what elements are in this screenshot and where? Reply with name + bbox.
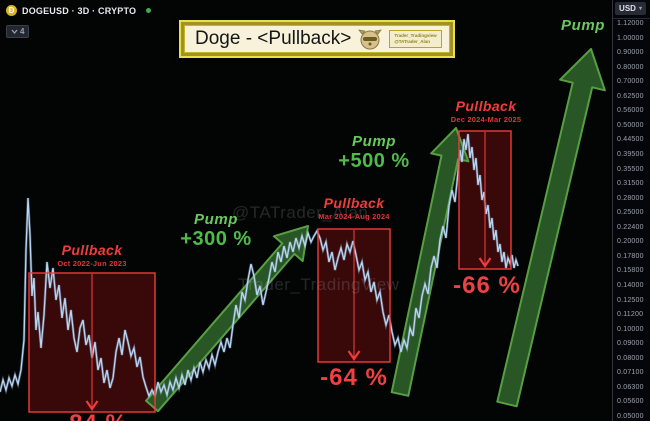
dog-logo-icon bbox=[358, 29, 383, 50]
pullback-annotation: Pullback Dec 2024-Mar 2025 bbox=[451, 98, 522, 124]
pump-arrow bbox=[496, 48, 606, 408]
pump-label: Pump bbox=[560, 17, 606, 34]
price-tick: 0.10000 bbox=[617, 325, 644, 333]
arrow-down-icon bbox=[347, 350, 361, 361]
pullback-annotation: Pullback Mar 2024-Aug 2024 bbox=[318, 195, 389, 221]
price-tick: 1.00000 bbox=[617, 34, 644, 42]
price-tick: 0.17800 bbox=[617, 252, 644, 260]
chevron-down-icon bbox=[11, 29, 18, 34]
pullback-label: Pullback bbox=[61, 242, 123, 258]
currency-dropdown[interactable]: USD ▾ bbox=[615, 2, 646, 15]
indicator-count: 4 bbox=[20, 27, 25, 36]
dogecoin-icon: Ð bbox=[6, 5, 17, 16]
caret-down-icon: ▾ bbox=[638, 6, 642, 12]
price-tick: 0.35500 bbox=[617, 165, 644, 173]
price-tick: 0.11200 bbox=[617, 311, 644, 319]
price-tick: 0.44500 bbox=[617, 136, 644, 144]
price-tick: 0.05600 bbox=[617, 398, 644, 406]
price-tick: 0.39500 bbox=[617, 151, 644, 158]
price-line bbox=[0, 133, 519, 398]
price-tick: 1.12000 bbox=[617, 20, 644, 27]
indicator-collapse-badge[interactable]: 4 bbox=[6, 25, 30, 38]
price-tick: 0.20000 bbox=[617, 238, 644, 246]
symbol-title: DOGEUSD · 3D · CRYPTO bbox=[22, 5, 137, 16]
price-tick: 0.15800 bbox=[617, 267, 644, 275]
price-tick: 0.50000 bbox=[617, 121, 644, 129]
price-tick: 0.07100 bbox=[617, 369, 644, 377]
badge-line-1: Trader_Tradingview bbox=[394, 33, 437, 39]
banner-title: Doge - <Pullback> bbox=[195, 28, 352, 49]
price-tick: 0.14000 bbox=[617, 282, 644, 289]
price-tick: 0.08000 bbox=[617, 354, 644, 362]
pullback-annotation: Pullback Oct 2022-Jun 2023 bbox=[57, 242, 126, 268]
price-tick: 0.22400 bbox=[617, 223, 644, 231]
pullback-percent: -64 % bbox=[320, 364, 388, 391]
pump-percent: +500 % bbox=[338, 150, 410, 172]
price-tick: 0.09000 bbox=[617, 340, 644, 348]
pullback-box-border bbox=[28, 272, 156, 413]
pump-annotation: Pump +300 % bbox=[180, 211, 251, 251]
watermark-handle: @TATrader_Alan bbox=[232, 203, 369, 222]
banner-credit-badge: Trader_Tradingview @TATrader_Alan bbox=[389, 30, 442, 48]
symbol-header[interactable]: Ð DOGEUSD · 3D · CRYPTO bbox=[6, 5, 152, 16]
pump-annotation: Pump bbox=[561, 17, 605, 34]
pullback-box-border bbox=[458, 130, 512, 270]
price-tick: 0.12500 bbox=[617, 296, 644, 304]
pump-annotation: Pump +500 % bbox=[338, 133, 409, 173]
arrow-down-icon bbox=[85, 400, 99, 411]
price-tick: 0.62500 bbox=[617, 92, 644, 100]
price-tick: 0.25000 bbox=[617, 209, 644, 217]
price-tick: 0.70000 bbox=[617, 78, 644, 86]
badge-line-2: @TATrader_Alan bbox=[394, 39, 431, 44]
pullback-dates: Oct 2022-Jun 2023 bbox=[57, 259, 127, 268]
market-status-dot bbox=[146, 8, 152, 13]
arrow-down-icon bbox=[478, 257, 492, 268]
price-tick: 0.06300 bbox=[617, 383, 644, 391]
pullback-percent: -84 % bbox=[60, 410, 128, 421]
pump-label: Pump bbox=[193, 211, 239, 228]
price-tick: 0.56000 bbox=[617, 107, 644, 115]
title-banner: Doge - <Pullback> Trader_Tradingview @TA… bbox=[179, 20, 455, 58]
price-tick: 0.28000 bbox=[617, 194, 644, 202]
pullback-label: Pullback bbox=[455, 98, 517, 114]
price-axis[interactable]: USD ▾ 1.12000 1.00000 0.90000 0.80000 0.7000… bbox=[612, 0, 650, 421]
pullback-dates: Mar 2024-Aug 2024 bbox=[318, 212, 390, 221]
pump-arrow bbox=[145, 225, 309, 413]
price-tick: 0.90000 bbox=[617, 49, 644, 57]
currency-label: USD bbox=[619, 4, 636, 13]
watermark-trader: Trader_TradingView bbox=[238, 275, 400, 294]
pullback-dates: Dec 2024-Mar 2025 bbox=[450, 115, 522, 124]
price-tick: 0.31500 bbox=[617, 180, 644, 188]
pullback-box-border bbox=[317, 228, 391, 363]
pump-percent: +300 % bbox=[180, 228, 252, 250]
price-tick: 0.05000 bbox=[617, 413, 644, 420]
axis-separator bbox=[613, 18, 650, 19]
pump-label: Pump bbox=[351, 133, 397, 150]
pullback-percent: -66 % bbox=[453, 272, 521, 299]
pullback-label: Pullback bbox=[323, 195, 385, 211]
price-tick: 0.80000 bbox=[617, 63, 644, 71]
price-chart bbox=[0, 48, 606, 413]
